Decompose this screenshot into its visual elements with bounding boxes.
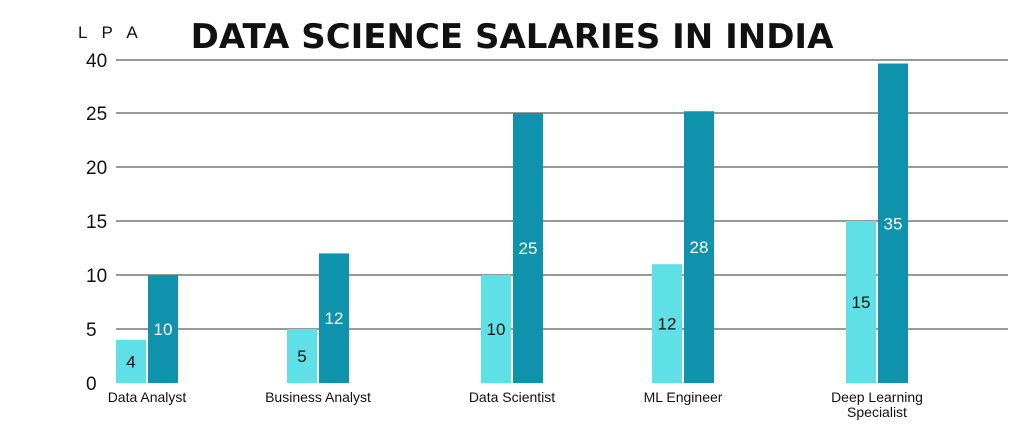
bar xyxy=(287,329,317,383)
x-tick-label: ML Engineer xyxy=(644,389,723,405)
data-label: 28 xyxy=(690,238,709,257)
bar xyxy=(481,275,511,383)
data-label: 35 xyxy=(884,214,903,233)
bar xyxy=(878,63,908,384)
bar xyxy=(116,339,146,383)
y-tick-label: 15 xyxy=(86,212,107,233)
y-tick-label: 20 xyxy=(86,158,107,179)
x-tick-label: Data Scientist xyxy=(469,389,555,405)
bar xyxy=(684,111,714,383)
bars: 4 10 Data Analyst 5 12 Business Analyst 10 25 Da… xyxy=(108,63,923,420)
y-tick-label: 0 xyxy=(86,374,97,395)
bar xyxy=(846,221,876,383)
x-tick-label: Data Analyst xyxy=(108,389,187,405)
data-label: 25 xyxy=(519,239,538,258)
bar xyxy=(148,275,178,383)
bar xyxy=(319,253,349,383)
y-tick-label: 25 xyxy=(86,104,107,125)
data-label: 12 xyxy=(658,315,677,334)
bar xyxy=(513,113,543,383)
data-label: 4 xyxy=(126,352,135,371)
y-tick-label: 40 xyxy=(86,51,107,72)
y-axis-label: L P A xyxy=(78,23,143,42)
data-label: 10 xyxy=(154,320,173,339)
x-tick-label: Business Analyst xyxy=(265,389,371,405)
data-label: 12 xyxy=(325,309,344,328)
data-label: 15 xyxy=(852,293,871,312)
data-label: 5 xyxy=(297,347,306,366)
y-tick-label: 10 xyxy=(86,266,107,287)
bar xyxy=(652,264,682,383)
y-tick-label: 5 xyxy=(86,320,97,341)
x-tick-label: Deep Learning Specialist xyxy=(831,389,923,420)
data-label: 10 xyxy=(487,320,506,339)
chart-title: DATA SCIENCE SALARIES IN INDIA xyxy=(191,17,834,57)
